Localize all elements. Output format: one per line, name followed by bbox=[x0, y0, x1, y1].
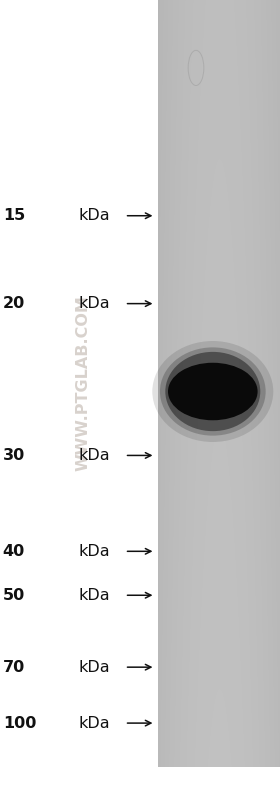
Text: kDa: kDa bbox=[78, 209, 110, 223]
Text: 100: 100 bbox=[3, 716, 36, 730]
Ellipse shape bbox=[168, 363, 258, 420]
Text: kDa: kDa bbox=[78, 716, 110, 730]
Text: kDa: kDa bbox=[78, 588, 110, 602]
Text: kDa: kDa bbox=[78, 544, 110, 559]
Ellipse shape bbox=[160, 348, 266, 435]
Text: kDa: kDa bbox=[78, 660, 110, 674]
Text: 30: 30 bbox=[3, 448, 25, 463]
Text: 50: 50 bbox=[3, 588, 25, 602]
Text: 40: 40 bbox=[3, 544, 25, 559]
Text: 70: 70 bbox=[3, 660, 25, 674]
Ellipse shape bbox=[152, 341, 273, 442]
Ellipse shape bbox=[165, 352, 260, 431]
Text: kDa: kDa bbox=[78, 448, 110, 463]
Text: 20: 20 bbox=[3, 296, 25, 311]
Text: kDa: kDa bbox=[78, 296, 110, 311]
Text: WWW.PTGLAB.COM: WWW.PTGLAB.COM bbox=[75, 296, 90, 471]
Text: 15: 15 bbox=[3, 209, 25, 223]
